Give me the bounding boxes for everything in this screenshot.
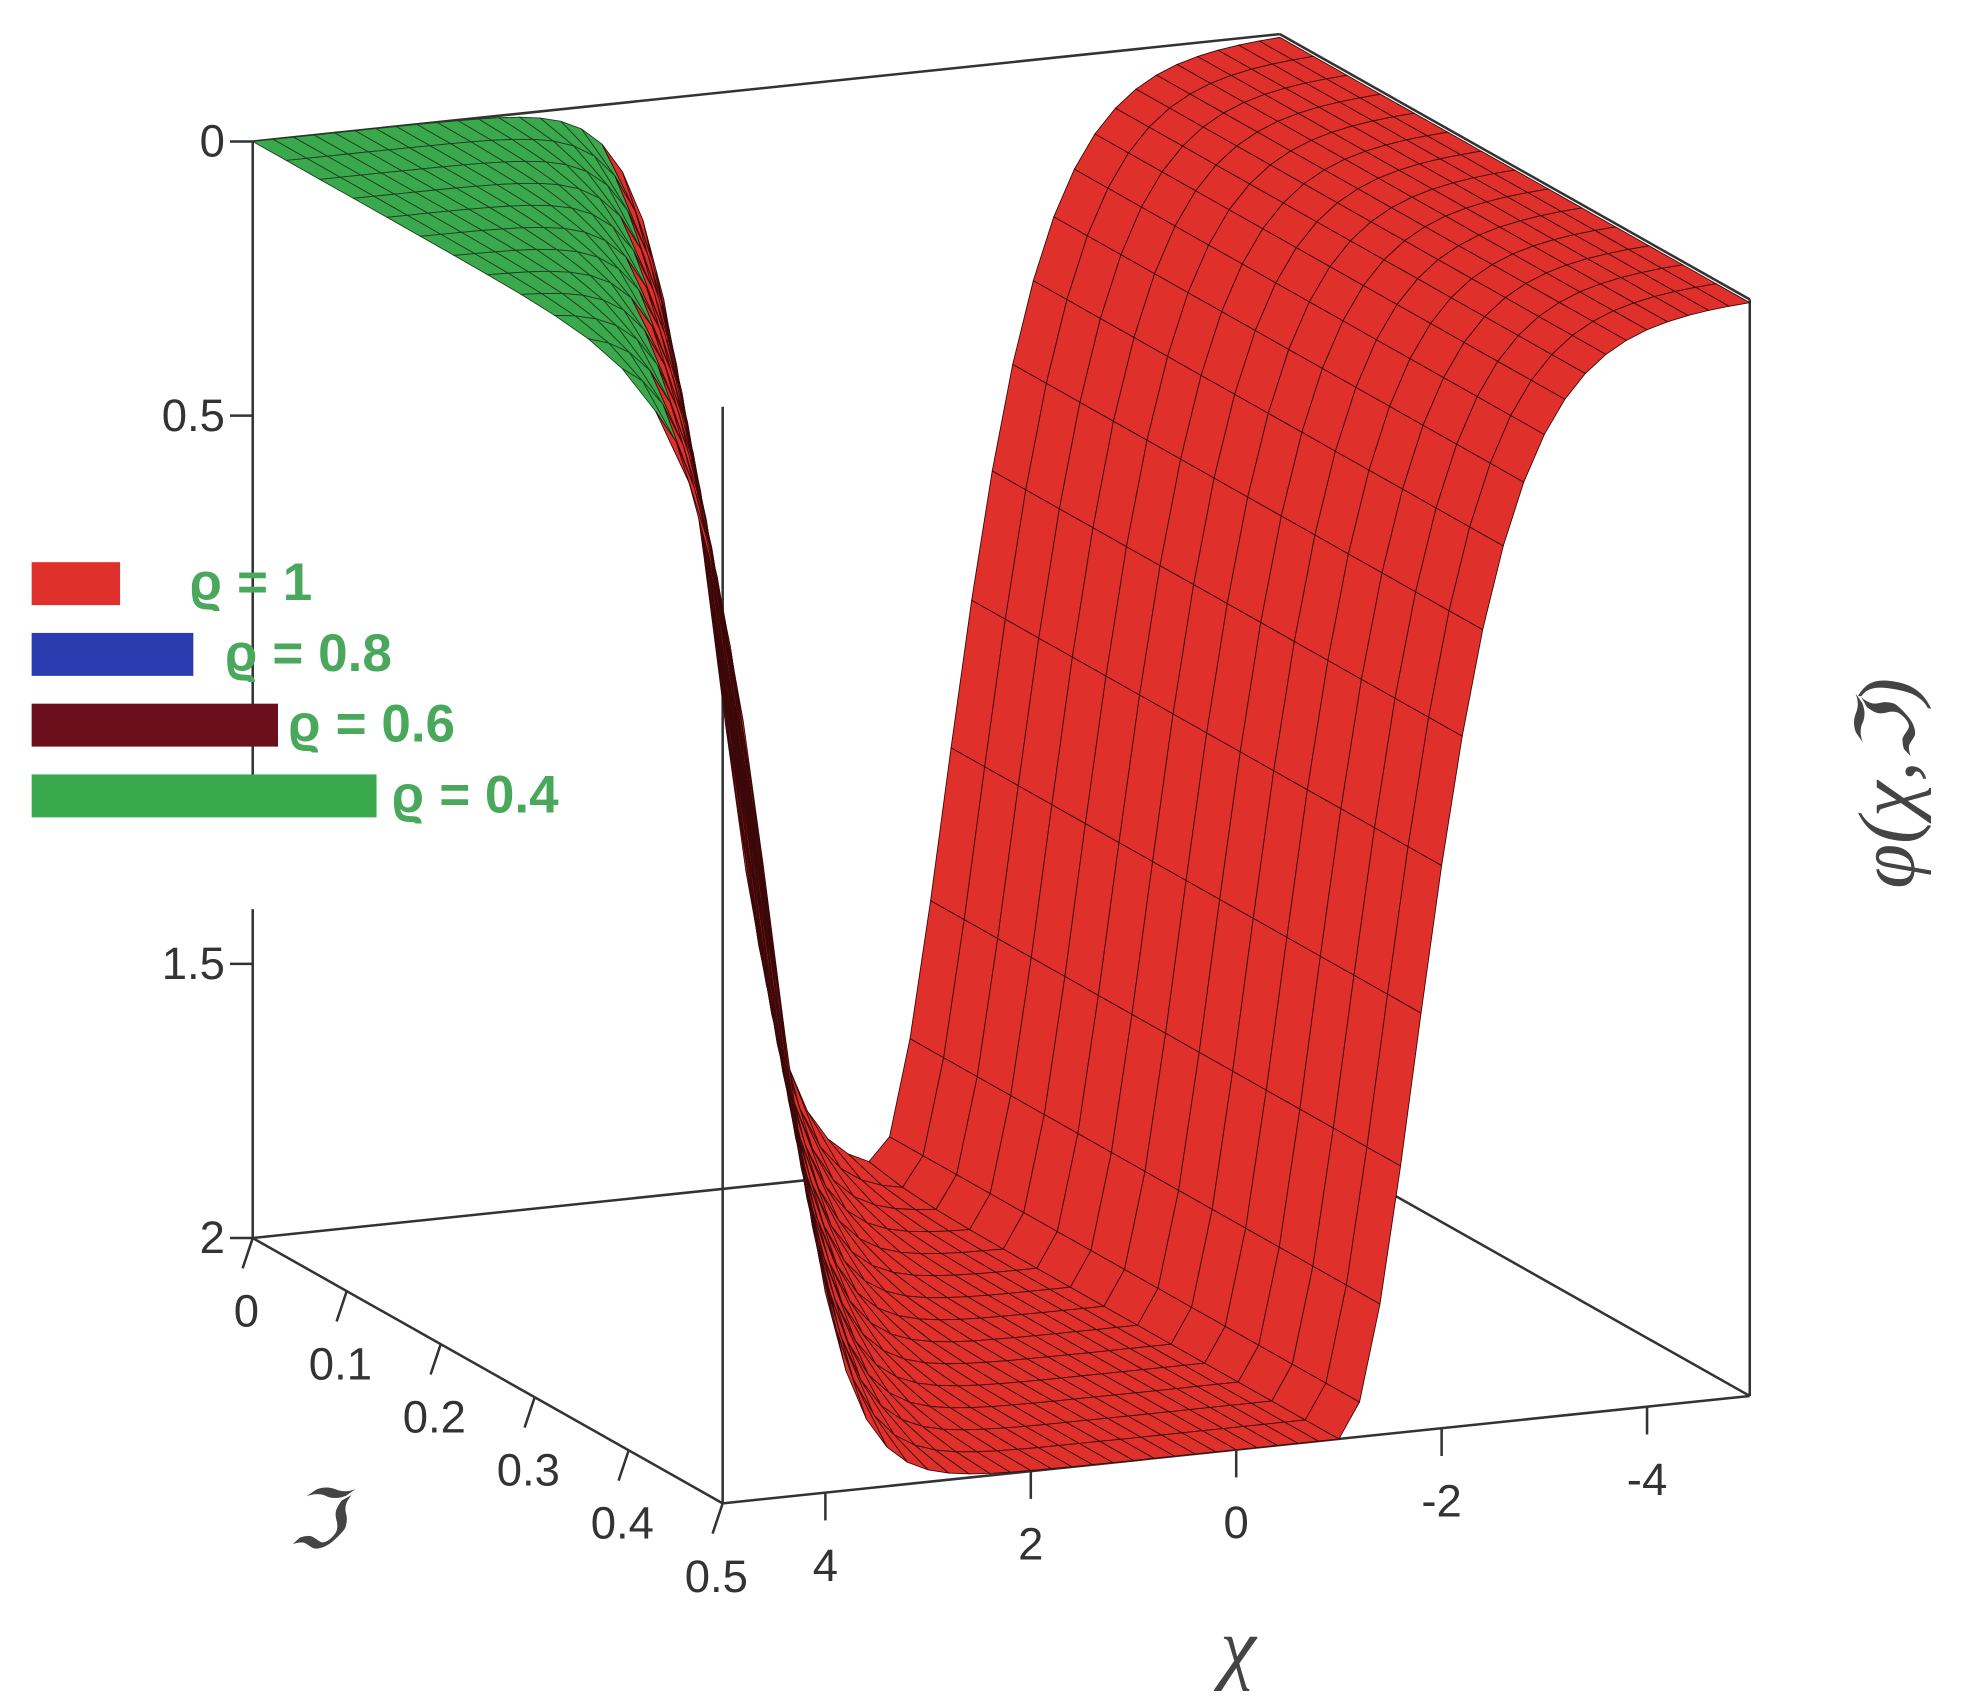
x-tick-label: -2 bbox=[1421, 1476, 1461, 1527]
y-tick bbox=[617, 1449, 630, 1482]
y-tick bbox=[241, 1237, 254, 1269]
x-axis-label: χ bbox=[1213, 1603, 1258, 1692]
y-tick bbox=[523, 1396, 536, 1428]
legend: ϱ = 1 ϱ = 0.8 ϱ = 0.6 ϱ = 0.4 bbox=[31, 553, 559, 824]
y-tick-label: 0.1 bbox=[309, 1339, 372, 1390]
z-axis-label: φ(χ,ℑ) bbox=[1843, 678, 1932, 889]
legend-swatch bbox=[31, 703, 278, 747]
axes: 4 2 0 -2 -400.10.20.30.40.500.51.52 bbox=[162, 116, 1668, 1602]
legend-label: ϱ = 0.6 bbox=[288, 695, 455, 754]
x-tick-label: 4 bbox=[813, 1540, 838, 1591]
y-tick bbox=[711, 1502, 724, 1535]
y-tick bbox=[429, 1343, 442, 1375]
box-edge bbox=[1279, 33, 1751, 301]
surface-patch bbox=[1694, 283, 1752, 307]
y-tick-label: 0 bbox=[234, 1285, 259, 1336]
y-tick-label: 0.2 bbox=[403, 1392, 466, 1443]
x-tick-label: -4 bbox=[1627, 1454, 1667, 1505]
z-tick-label: 1.5 bbox=[162, 938, 225, 989]
y-tick-label: 0.3 bbox=[497, 1445, 560, 1496]
z-tick-label: 0 bbox=[200, 116, 225, 167]
z-tick-label: 2 bbox=[200, 1212, 225, 1263]
legend-swatch bbox=[31, 632, 194, 676]
surface bbox=[251, 36, 1752, 1475]
z-tick-label: 0.5 bbox=[162, 390, 225, 441]
x-tick-label: 0 bbox=[1224, 1497, 1249, 1548]
y-axis-label: ℑ bbox=[288, 1477, 356, 1566]
y-tick-label: 0.5 bbox=[685, 1551, 748, 1602]
x-tick-label: 2 bbox=[1018, 1519, 1043, 1570]
legend-swatch bbox=[31, 774, 377, 818]
legend-label: ϱ = 1 bbox=[190, 553, 313, 612]
y-tick bbox=[335, 1290, 348, 1322]
box-edge bbox=[252, 1236, 724, 1505]
y-tick-label: 0.4 bbox=[591, 1498, 654, 1549]
legend-label: ϱ = 0.8 bbox=[225, 624, 392, 683]
legend-swatch bbox=[31, 562, 121, 606]
legend-label: ϱ = 0.4 bbox=[392, 765, 559, 824]
